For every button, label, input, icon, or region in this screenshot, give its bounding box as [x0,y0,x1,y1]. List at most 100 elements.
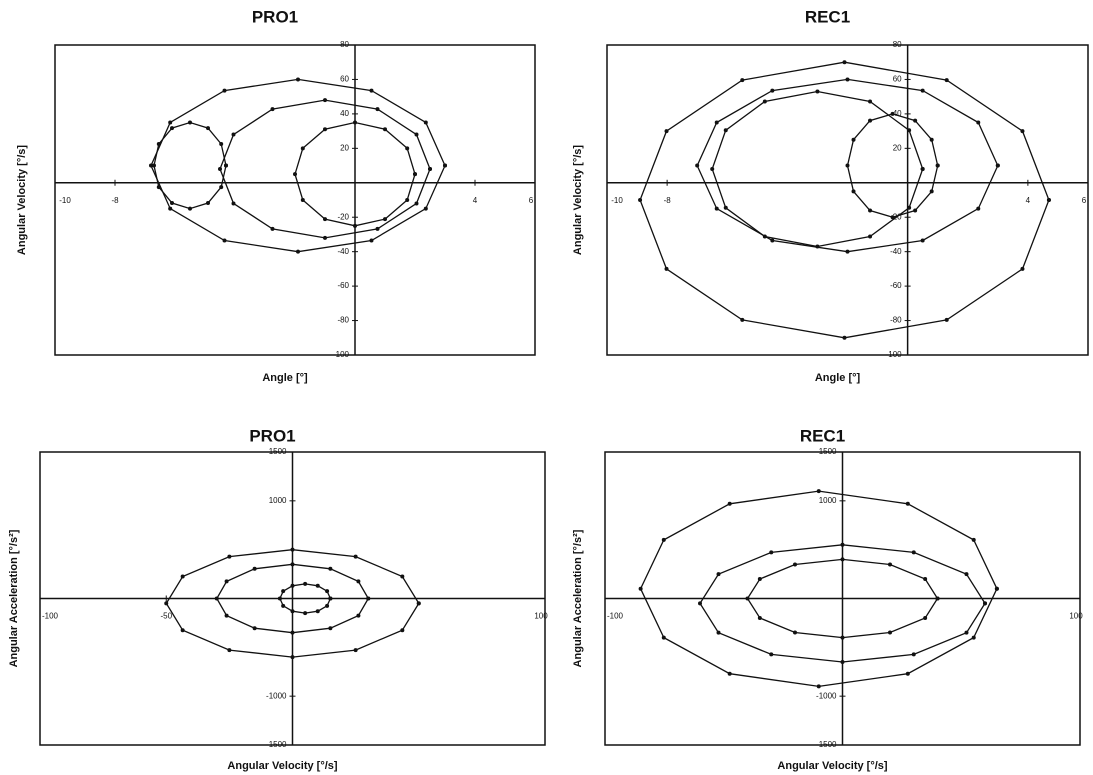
y-tick-label: -80 [890,316,902,325]
loop-point [723,205,728,210]
loop-point [716,630,721,635]
loop-point [868,208,873,213]
loop-point [888,630,892,635]
loop-point [911,652,916,657]
loop-point [695,163,700,168]
loop-point [840,557,845,562]
loop-point [323,217,327,222]
loop-point [983,601,987,606]
loop-point [905,671,910,676]
loop-point [890,111,895,116]
plot-frame [54,44,536,356]
y-tick-label: -40 [890,247,902,256]
loop-point [740,317,745,322]
loop-point [710,167,715,171]
panel: PRO1 Angle [°] Angular Velocity [°/s] -10 -8… [16,7,536,384]
loop-point [769,652,774,657]
loop-point [416,601,421,606]
y-tick-label: -60 [337,281,349,290]
loop-point [296,249,300,254]
y-tick-label: 20 [893,143,902,152]
x-tick-label: -100 [607,612,624,621]
loop-point [224,579,229,584]
loop-point [664,266,669,271]
loop-point [400,628,405,633]
loop-point [911,550,916,555]
loop-point [1046,198,1051,202]
y-tick-label: 20 [340,143,349,152]
y-axis-label: Angular Velocity [°/s] [16,145,28,255]
loop-point [375,226,380,231]
loop-point [423,120,428,125]
loop-point [868,234,873,239]
y-tick-label: -80 [337,316,349,325]
loop-point [971,635,976,640]
loop-point [698,601,702,606]
loop-point [290,630,295,635]
loop-point [277,596,282,601]
loop-point [913,118,918,123]
loop-point [638,198,643,202]
x-tick-label: 100 [534,612,548,621]
loop-point [840,635,845,640]
y-tick-label: -1500 [266,740,287,749]
loop-point [723,128,728,133]
loop-point [923,616,928,621]
loop-point [231,201,236,206]
y-tick-label: 1500 [269,447,287,456]
x-tick-label: -8 [664,196,672,205]
loop-point [929,137,934,142]
loop-point [845,249,850,254]
loop-point [180,574,185,579]
y-tick-label: 80 [340,40,349,49]
loop-point [290,609,295,614]
loop-point [920,88,925,93]
loop-point [293,172,297,177]
loop-point [353,120,357,125]
loop-point [762,234,767,239]
loop-point [152,163,156,168]
loop-line [639,61,1050,339]
x-tick-label: -10 [611,196,623,205]
loop-point [845,163,850,168]
x-tick-label: 6 [1082,196,1087,205]
x-tick-label: -50 [160,612,172,621]
loop-point [727,671,732,676]
loop-point [188,120,192,125]
loop-point [206,126,210,131]
loop-point [816,684,821,689]
y-tick-label: -1000 [266,691,287,700]
loop-point [356,579,361,584]
loop-point [149,163,153,168]
loop-point [170,126,174,131]
y-tick-label: 1000 [819,496,837,505]
plot-frame [606,44,1089,356]
loop-point [323,235,327,240]
y-tick-label: 1500 [819,447,837,456]
loop-point [890,215,895,220]
chart-title: REC1 [800,426,845,445]
loop-point [222,88,227,93]
loop-point [281,603,286,608]
y-tick-label: 40 [340,109,349,118]
loop-point [227,648,232,653]
y-tick-label: 40 [893,109,902,118]
loop-point [414,201,419,206]
loop-point [868,118,873,123]
loop-point [219,142,224,147]
loop-point [1020,129,1025,134]
loop-point [300,146,305,151]
loop-point [714,206,719,211]
loop-point [868,99,873,104]
loop-point [168,120,173,125]
loop-point [353,648,358,653]
loop-point [840,659,845,664]
loop-point [745,596,750,601]
loop-point [325,603,330,608]
loop-point [383,127,387,132]
loop-point [740,78,745,83]
loop-point [816,489,821,494]
loop-point [793,630,797,635]
x-tick-label: -100 [42,612,59,621]
loop-point [315,583,320,588]
